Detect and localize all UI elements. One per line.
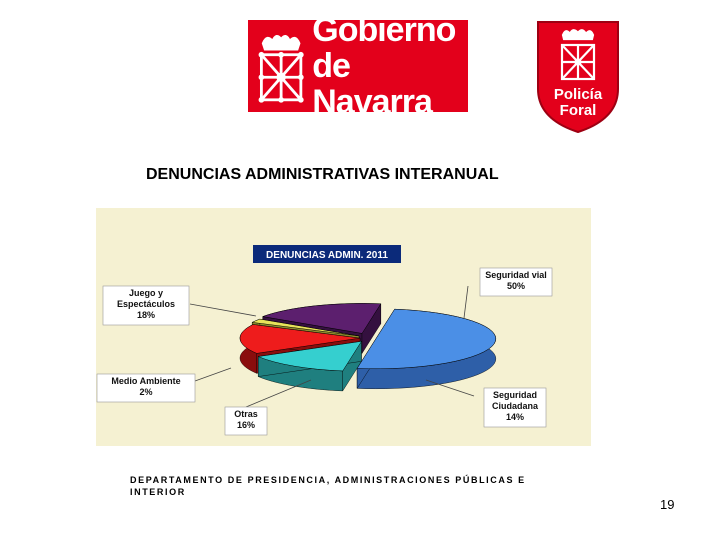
policia-foral-badge: Policía Foral	[537, 21, 619, 134]
pie-label-leader-1	[425, 379, 475, 397]
pie-label-box-4	[102, 285, 190, 326]
navarra-coat-of-arms-icon	[258, 34, 304, 103]
chart-title: DENUNCIAS ADMIN. 2011	[266, 250, 388, 261]
slide-title: DENUNCIAS ADMINISTRATIVAS INTERANUAL	[146, 166, 499, 183]
gobierno-de-navarra-logo: Gobierno de Navarra	[248, 12, 468, 120]
pie-label-4-line-0: Juego y	[129, 288, 163, 298]
pie-label-1-line-0: Seguridad	[493, 390, 537, 400]
pie-label-box-2	[224, 406, 268, 436]
pie-label-0-line-1: 50%	[507, 281, 525, 291]
pie-label-3-line-1: 2%	[139, 387, 152, 397]
pie-label-2-line-0: Otras	[234, 409, 258, 419]
pie-slice-1	[257, 340, 363, 372]
pie-label-4-line-1: Espectáculos	[117, 299, 175, 309]
pie-label-leader-4	[189, 303, 257, 317]
pie-label-leader-2	[245, 379, 312, 408]
pie-slice-2	[239, 324, 361, 354]
pie-label-2-line-1: 16%	[237, 420, 255, 430]
page-number: 19	[660, 497, 675, 512]
pie-slice-0	[356, 308, 496, 370]
pie-label-box-0	[479, 267, 553, 297]
footer-department: DEPARTAMENTO DE PRESIDENCIA, ADMINISTRAC…	[130, 475, 526, 497]
gobierno-de-navarra-wordmark: Gobierno de Navarra	[312, 12, 468, 120]
logo-left-line1: Gobierno	[312, 11, 456, 49]
pie-slice-3	[251, 318, 360, 337]
pie-label-leader-3	[194, 367, 232, 382]
logo-right-line1: Policía	[554, 86, 603, 103]
logo-right-line2: Foral	[560, 102, 597, 119]
pie-label-leader-0	[463, 285, 469, 319]
chart-title-box	[253, 245, 401, 263]
pie-label-3-line-0: Medio Ambiente	[111, 376, 180, 386]
logo-left-line2: de Navarra	[312, 47, 433, 121]
pie-label-box-1	[483, 387, 547, 428]
pie-label-0-line-0: Seguridad vial	[485, 270, 547, 280]
pie-label-box-3	[96, 373, 196, 403]
pie-label-1-line-1: Ciudadana	[492, 401, 539, 411]
pie-label-1-line-2: 14%	[506, 412, 524, 422]
pie-label-4-line-2: 18%	[137, 310, 155, 320]
pie-chart-panel: DENUNCIAS ADMIN. 2011 Seguridad vial 50% Se…	[96, 208, 591, 446]
pie-slice-4	[261, 303, 382, 334]
